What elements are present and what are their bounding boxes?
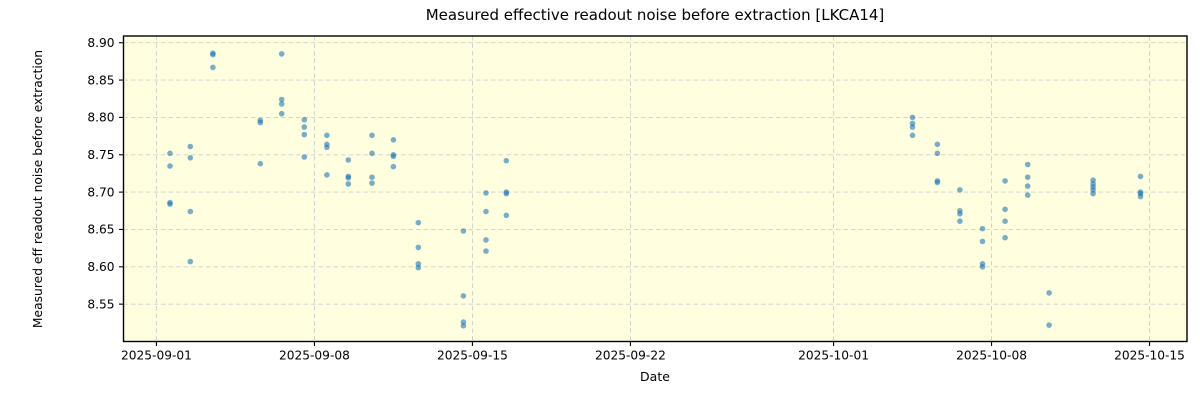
data-point <box>278 96 285 103</box>
data-point <box>390 137 397 143</box>
data-point <box>483 190 489 196</box>
data-point <box>483 208 489 215</box>
data-point <box>503 212 510 219</box>
data-point <box>957 211 963 217</box>
data-point <box>257 119 264 126</box>
data-point <box>369 132 375 139</box>
data-point <box>324 172 330 178</box>
data-point <box>1024 192 1031 198</box>
data-point <box>187 208 194 215</box>
y-tick-label: 8.70 <box>87 185 114 199</box>
data-point <box>979 225 986 232</box>
data-point <box>934 150 941 157</box>
data-point <box>301 116 308 123</box>
data-point <box>369 180 375 186</box>
data-point <box>1046 290 1052 296</box>
data-point <box>210 51 216 58</box>
data-point <box>187 258 194 265</box>
data-point <box>1002 218 1008 224</box>
y-tick-label: 8.90 <box>87 36 114 50</box>
data-point <box>1137 193 1144 200</box>
data-point <box>934 179 941 186</box>
data-point <box>979 264 986 270</box>
data-point <box>301 154 308 160</box>
data-point <box>1002 206 1008 213</box>
plot-border <box>122 35 1188 343</box>
data-point <box>167 150 173 157</box>
data-point <box>278 51 285 57</box>
data-point <box>1002 234 1008 241</box>
data-point <box>1090 190 1096 197</box>
data-point <box>167 163 173 169</box>
data-point <box>324 132 330 139</box>
data-point <box>1002 178 1008 184</box>
data-point <box>415 264 422 271</box>
x-tick-label: 2025-10-08 <box>956 349 1027 363</box>
data-point <box>345 157 352 163</box>
data-point <box>1024 161 1031 168</box>
data-point <box>369 150 375 157</box>
data-point <box>957 218 963 224</box>
data-point <box>257 160 264 167</box>
data-point <box>909 124 916 130</box>
y-axis-label: Measured eff readout noise before extrac… <box>31 49 45 329</box>
y-tick-label: 8.65 <box>87 223 114 237</box>
x-tick-label: 2025-09-22 <box>595 349 666 363</box>
x-axis-label: Date <box>640 369 670 384</box>
data-point <box>187 155 194 161</box>
data-point <box>979 238 986 245</box>
data-point <box>909 132 916 139</box>
data-point <box>909 114 916 121</box>
data-point <box>934 141 941 148</box>
data-point <box>415 219 422 226</box>
data-point <box>503 190 510 197</box>
y-tick-label: 8.85 <box>87 73 114 87</box>
data-point <box>390 163 397 170</box>
x-tick-label: 2025-09-01 <box>121 349 192 363</box>
x-tick-label: 2025-09-15 <box>437 349 508 363</box>
data-point <box>390 153 397 160</box>
data-point <box>345 175 352 181</box>
data-point <box>1046 322 1052 328</box>
data-point <box>1024 174 1031 180</box>
y-tick-label: 8.75 <box>87 148 114 162</box>
data-point <box>210 64 216 71</box>
x-tick-label: 2025-10-15 <box>1114 349 1185 363</box>
data-point <box>278 101 285 107</box>
data-point <box>415 244 422 251</box>
data-point <box>1024 183 1031 189</box>
y-tick-label: 8.80 <box>87 111 114 125</box>
data-point <box>301 124 308 130</box>
data-point <box>460 323 467 329</box>
x-tick-label: 2025-09-08 <box>279 349 350 363</box>
y-tick-label: 8.55 <box>87 297 114 311</box>
data-point <box>187 143 194 150</box>
data-point <box>345 181 352 187</box>
chart-title: Measured effective readout noise before … <box>425 6 885 24</box>
plot-background <box>123 36 1187 342</box>
data-point <box>503 157 510 164</box>
data-point <box>483 237 489 243</box>
data-point <box>483 248 489 254</box>
data-point <box>369 174 375 180</box>
data-point <box>278 110 285 117</box>
y-tick-label: 8.60 <box>87 260 114 274</box>
data-point <box>301 131 308 138</box>
data-point <box>957 187 963 193</box>
x-tick-label: 2025-10-01 <box>798 349 869 363</box>
data-point <box>460 228 467 234</box>
data-point <box>324 144 330 151</box>
data-point <box>1137 173 1144 180</box>
data-point <box>167 201 173 207</box>
data-point <box>460 293 467 299</box>
